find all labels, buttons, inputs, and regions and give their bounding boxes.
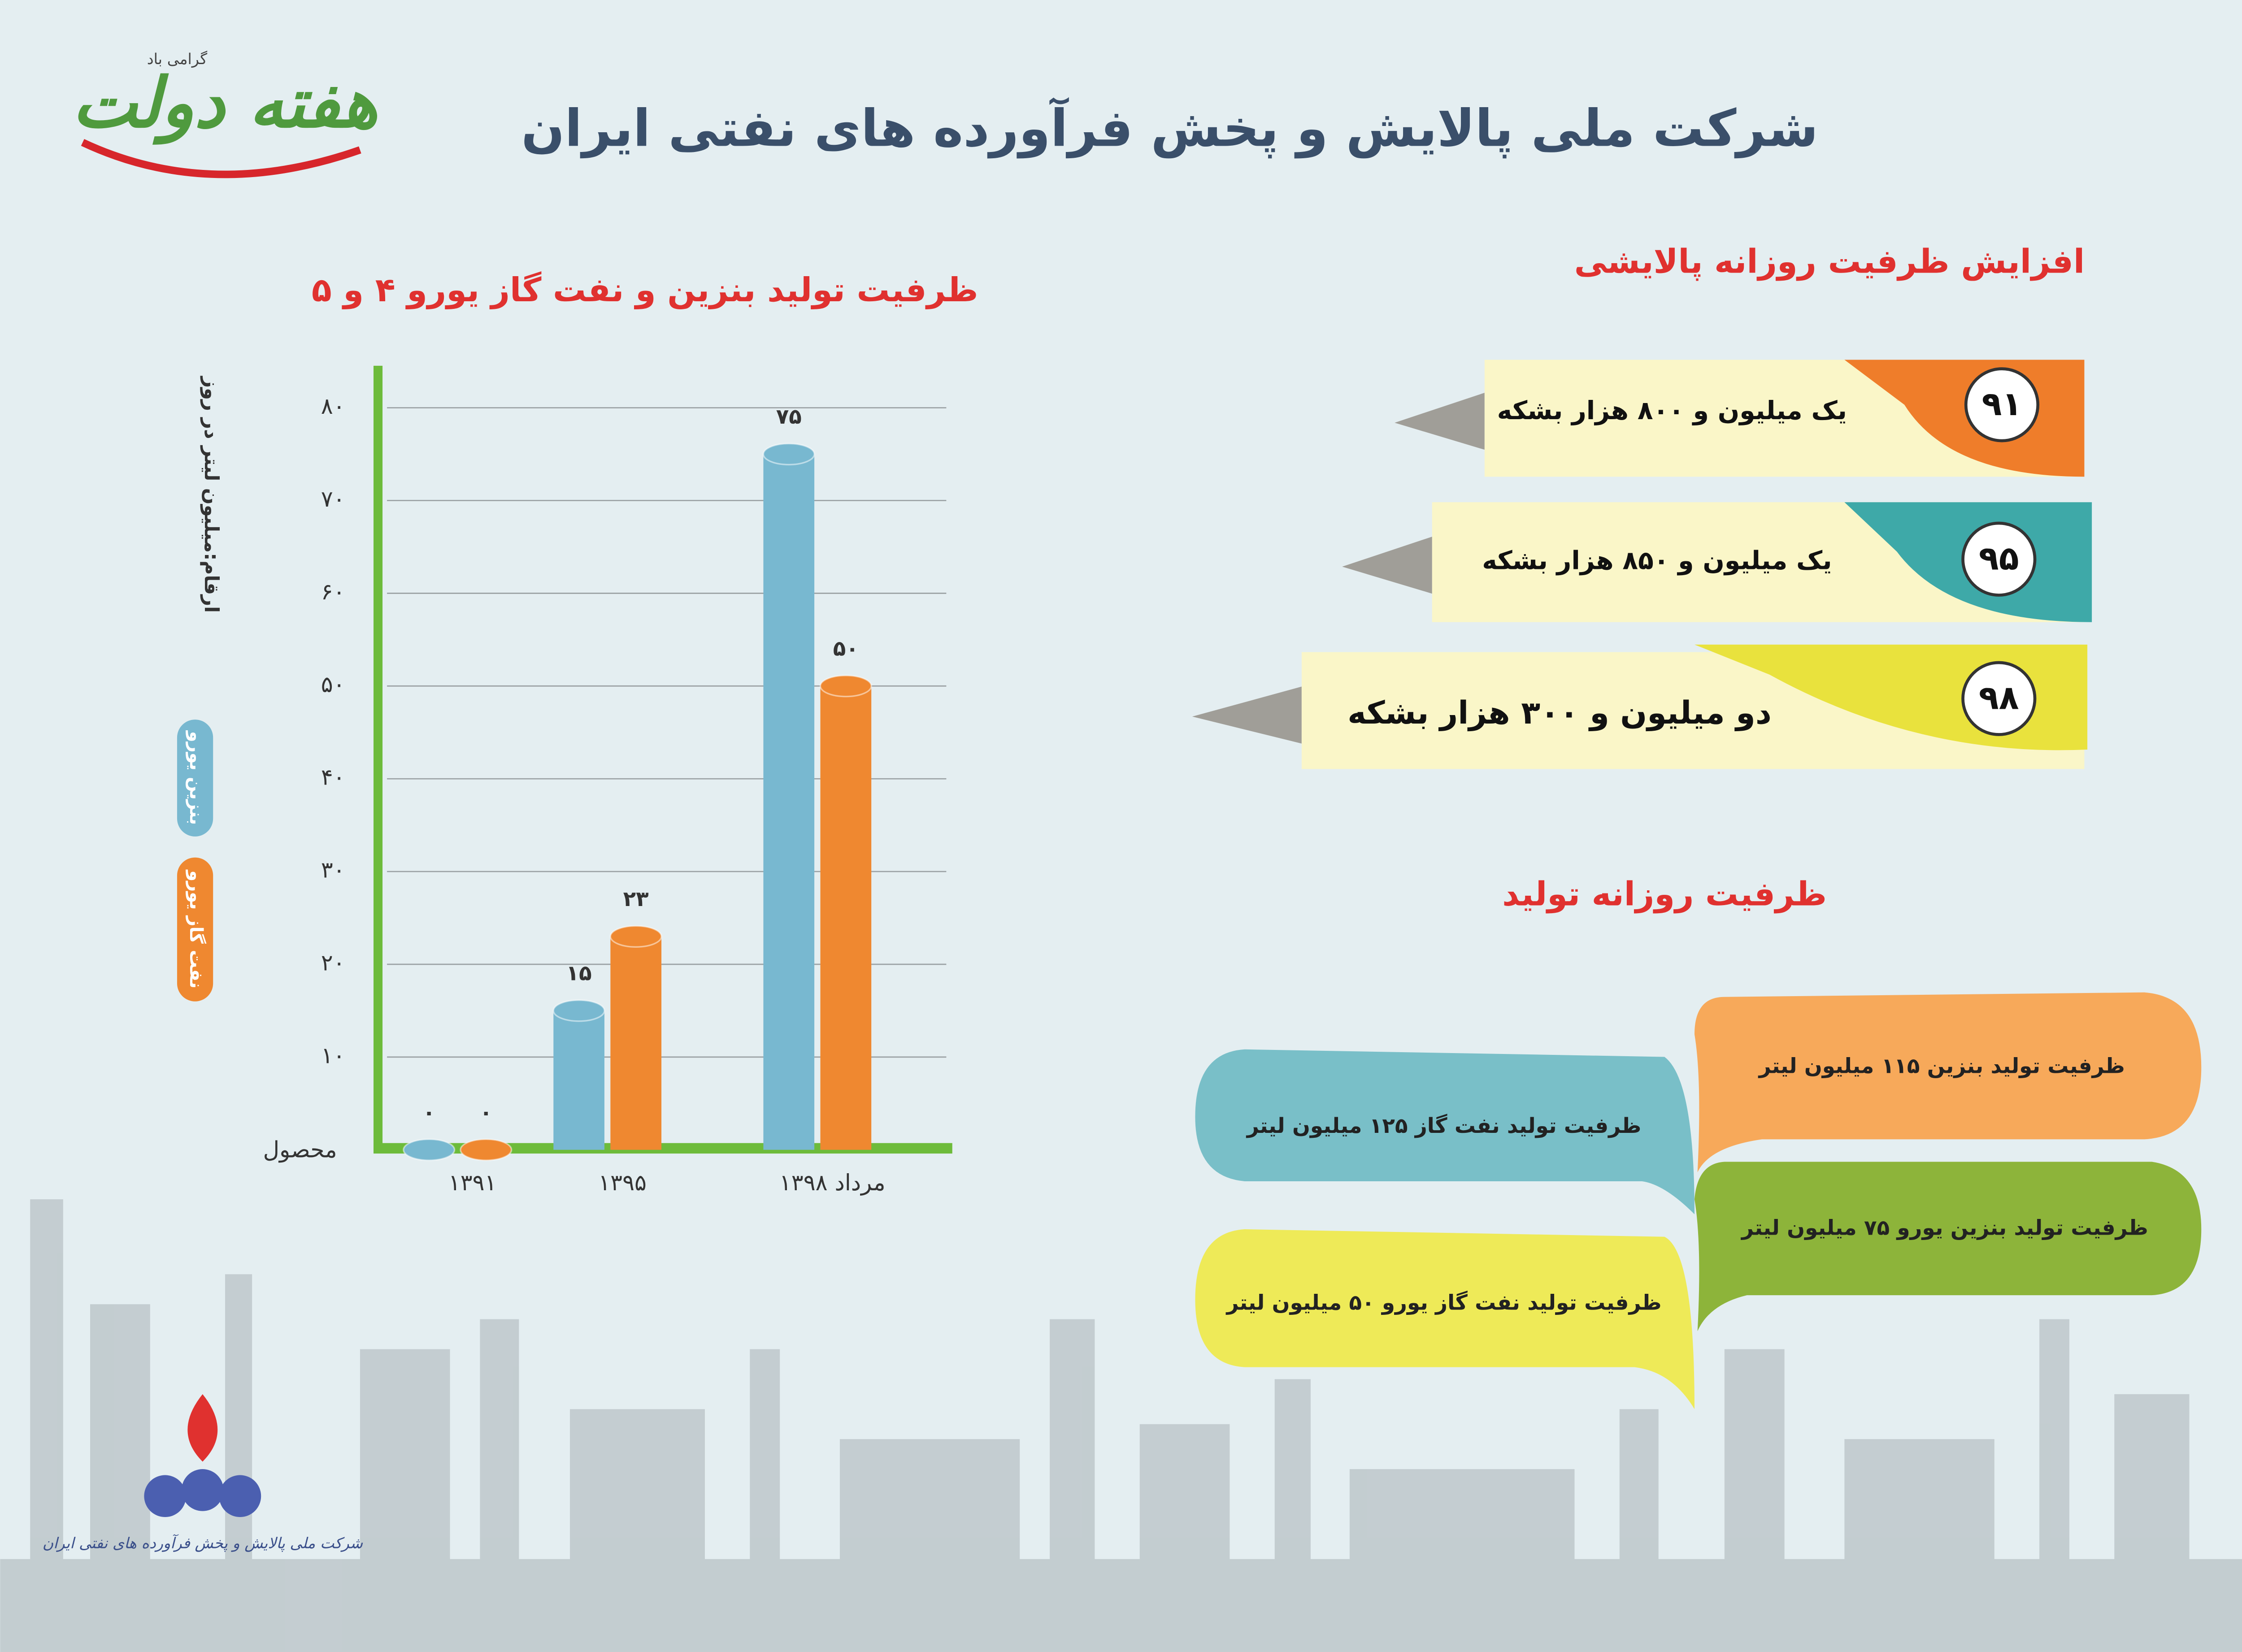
refining-text: یک میلیون و ۸۵۰ هزار بشکه [1482,546,1832,576]
bar [460,1138,513,1161]
company-logo [144,1394,261,1518]
production-bubble: ظرفیت تولید بنزین ۱۱۵ میلیون لیتر [1694,992,2202,1172]
bar [403,1138,456,1161]
chart-title: ظرفیت تولید بنزین و نفت گاز یورو ۴ و ۵ [312,271,978,310]
production-text: ظرفیت تولید نفت گاز یورو ۵۰ میلیون لیتر [1225,1291,1661,1315]
refining-text: یک میلیون و ۸۰۰ هزار بشکه [1497,396,1847,425]
value-label: ۷۵ [776,405,802,429]
bar-body [763,454,815,1150]
refining-year: ۹۸ [1979,679,2019,717]
bar-body [610,936,662,1150]
refining-year: ۹۱ [1982,385,2022,423]
legend-item: نفت گاز یورو [177,857,213,1002]
legend-item: بنزین یورو [177,720,213,837]
logo-text: هفته دولت [72,63,378,145]
legend-swatch [177,720,213,837]
x-axis-label: محصول [263,1136,337,1163]
value-label: ۰ [480,1101,493,1125]
value-label: ۲۳ [623,887,649,911]
production-text: ظرفیت تولید بنزین یورو ۷۵ میلیون لیتر [1741,1216,2148,1240]
value-label: ۰ [422,1101,435,1125]
bar-cap [819,675,872,698]
y-tick-label: ۵۰ [321,671,345,698]
y-axis-label: ارقام:میلیون لیتر در روز [200,376,222,613]
y-tick-label: ۲۰ [321,949,345,976]
page-title: شرکت ملی پالایش و پخش فرآورده های نفتی ا… [521,97,1818,159]
bar-cap [609,925,662,948]
legend-swatch [177,857,213,1002]
logo-ribbon [81,139,361,178]
refining-year: ۹۵ [1979,540,2019,578]
bar [819,675,872,1150]
y-tick-label: ۶۰ [321,578,345,605]
value-label: ۵۰ [833,637,859,661]
refining-item: ۹۱ یک میلیون و ۸۰۰ هزار بشکه [1395,360,2085,477]
bar-chart: ۱۰ ۲۰ ۳۰ ۴۰ ۵۰ ۶۰ ۷۰ ۸۰ ۱۳۹۱ ۰ ۰ ۱۳۹۵ ۱۵ ۲۳ مرداد ۱۳۹۸… [177,365,952,1196]
production-text: ظرفیت تولید بنزین ۱۱۵ میلیون لیتر [1758,1054,2125,1078]
y-tick-label: ۴۰ [321,764,345,790]
refining-title: افزایش ظرفیت روزانه پالایشی [1574,243,2085,282]
production-bubble: ظرفیت تولید نفت گاز یورو ۵۰ میلیون لیتر [1195,1229,1695,1409]
refinery-silhouette [0,1199,2242,1652]
refining-item: ۹۵ یک میلیون و ۸۵۰ هزار بشکه [1342,502,2092,622]
refining-item: ۹۸ دو میلیون و ۳۰۰ هزار بشکه [1192,644,2088,769]
bar-cap [552,999,605,1022]
bar-cap [460,1138,513,1161]
production-title: ظرفیت روزانه تولید [1502,876,1827,914]
bar [609,925,662,1150]
logo-caption: شرکت ملی پالایش و پخش فرآورده های نفتی ا… [43,1534,363,1552]
bar-body [553,1010,604,1150]
x-tick-label: ۱۳۹۵ [598,1169,647,1196]
y-tick-label: ۷۰ [321,486,345,512]
logo-subtext: گرامی باد [147,50,207,68]
x-tick-label: مرداد ۱۳۹۸ [779,1169,886,1196]
bar [552,999,605,1150]
legend-label: بنزین یورو [186,730,206,825]
legend-label: نفت گاز یورو [186,869,207,989]
refining-text: دو میلیون و ۳۰۰ هزار بشکه [1347,694,1772,731]
production-bubble: ظرفیت تولید نفت گاز ۱۲۵ میلیون لیتر [1195,1049,1695,1214]
bar [762,442,815,1150]
y-tick-label: ۱۰ [321,1042,345,1068]
value-label: ۱۵ [566,962,592,986]
production-bubble: ظرفیت تولید بنزین یورو ۷۵ میلیون لیتر [1694,1162,2202,1331]
x-tick-label: ۱۳۹۱ [448,1169,497,1196]
y-tick-label: ۸۰ [321,393,345,419]
bar-body [820,686,872,1150]
bar-cap [762,442,815,466]
y-tick-label: ۳۰ [321,857,345,883]
production-text: ظرفیت تولید نفت گاز ۱۲۵ میلیون لیتر [1246,1114,1642,1138]
bar-cap [403,1138,456,1161]
